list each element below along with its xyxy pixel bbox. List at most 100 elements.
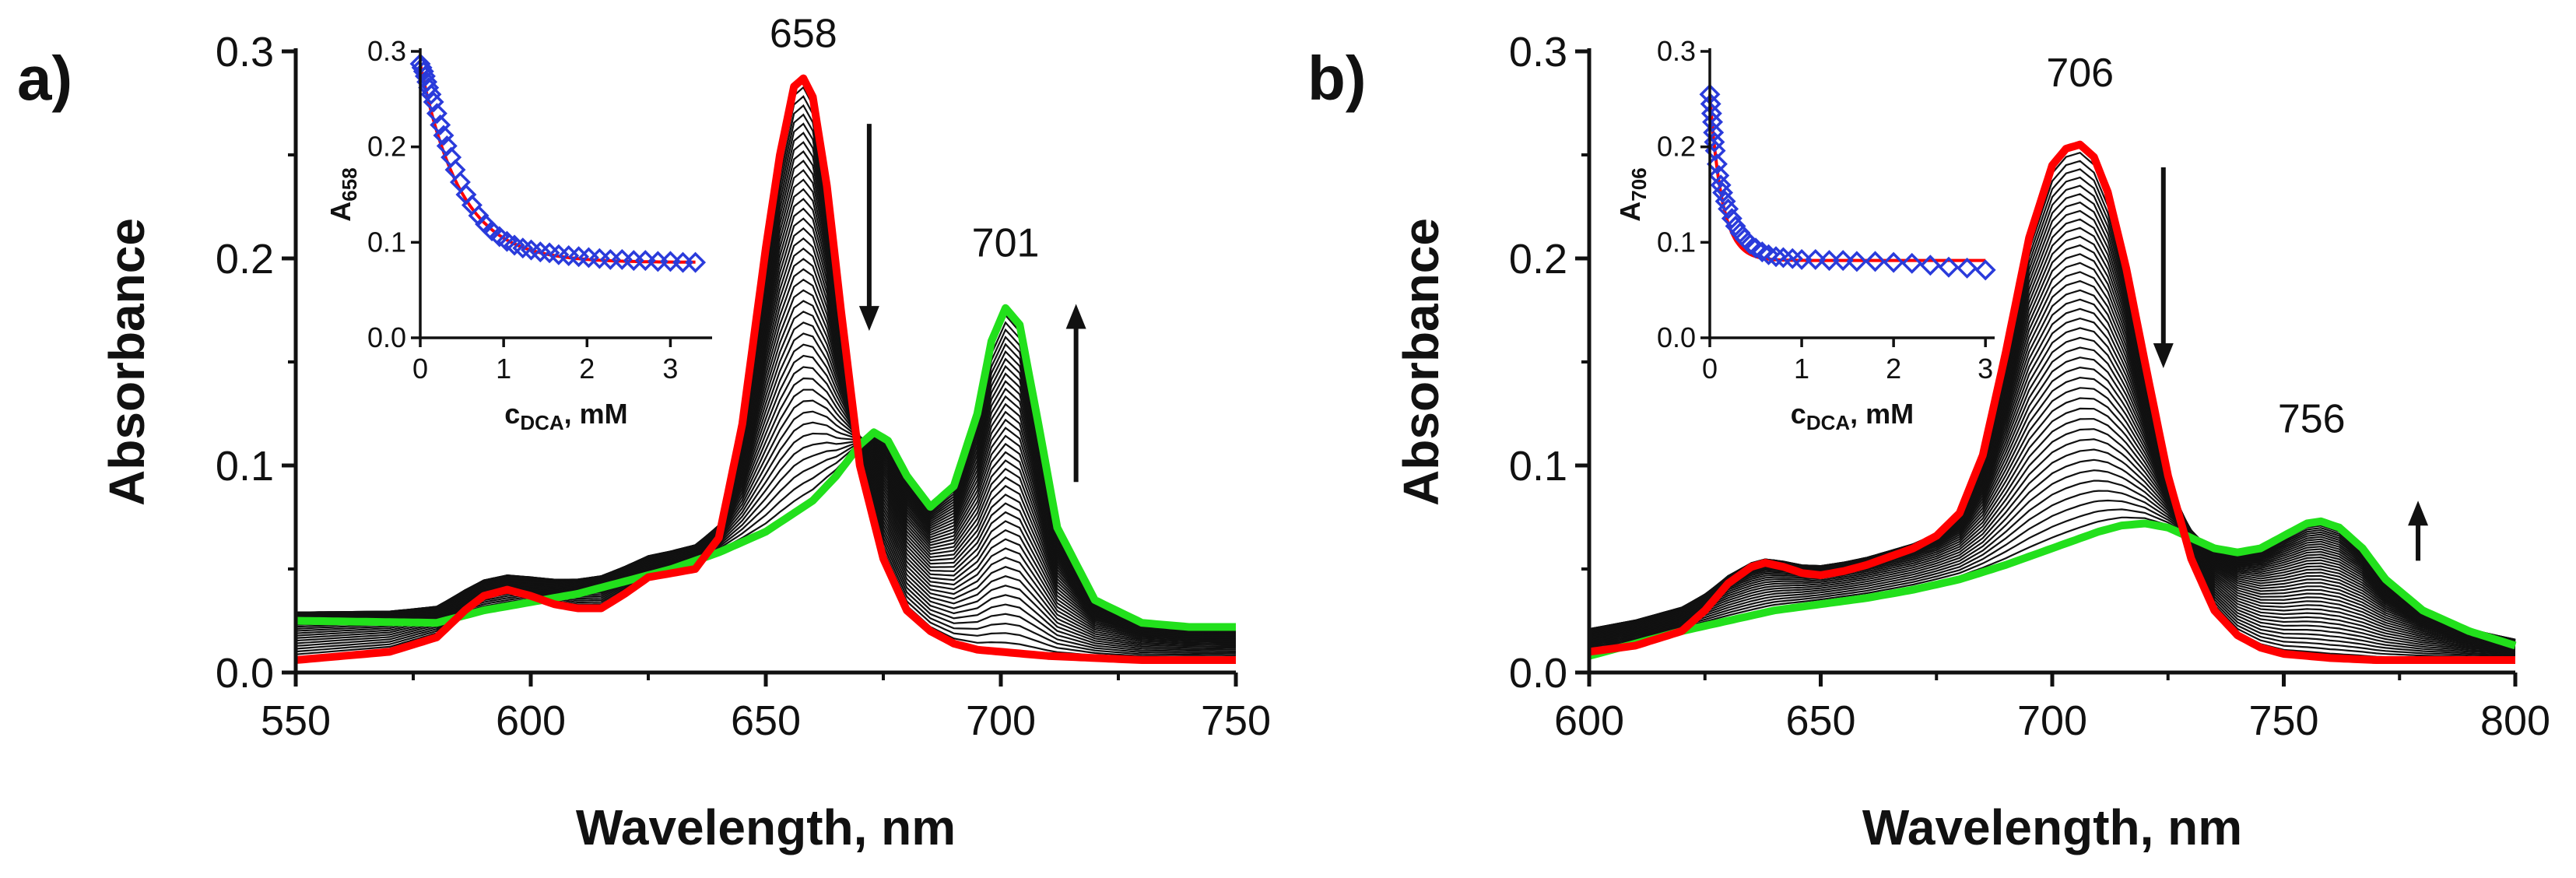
inset-x-tick-label: 0 [1702,353,1718,385]
x-tick-label: 650 [1785,697,1855,744]
inset-data-point [685,251,707,273]
y-tick-label: 0.2 [216,236,274,283]
inset-data-point [412,61,434,83]
peak-label: 701 [972,220,1040,265]
inset-y-tick-label: 0.3 [1657,35,1696,67]
inset-data-point [411,57,433,79]
inset-y-tick-label: 0.2 [367,131,406,163]
y-tick-label: 0.3 [1509,29,1567,76]
inset-y-tick-label: 0.1 [367,226,406,258]
x-tick-label: 750 [1201,697,1271,744]
intermediate-spectrum [1588,479,2516,648]
inset-x-tick-label: 1 [496,353,511,385]
initial-spectrum [1588,140,2515,664]
arrow-down-icon [2153,167,2174,368]
inset-data-point [1700,103,1722,125]
inset-x-axis-title: cDCA, mM [504,398,627,434]
inset-data-point [1725,216,1746,237]
inset-data-point [433,125,454,146]
inset-data-point [659,251,681,272]
inset-data-point [1865,251,1886,272]
inset-data-point [1957,257,1978,279]
inset-data-point [1805,248,1827,270]
inset-x-tick-label: 1 [1794,353,1809,385]
arrow-up-icon [1065,304,1086,483]
inset-data-point [1901,252,1923,274]
inset-data-point [1791,248,1813,270]
inset-data-points [1699,83,1996,281]
y-tick-label: 0.0 [216,650,274,697]
x-tick-label: 700 [966,697,1036,744]
inset-data-point [1819,250,1840,272]
x-axis-title: Wavelength, nm [576,799,956,855]
peak-label: 756 [2278,396,2346,441]
inset-y-axis-title: A658 [325,167,361,221]
inset-data-points [409,53,707,273]
panel-a: a) 0.0 0.1 0.2 0.3 550 600 650 700 750 Wavelength,… [17,12,1271,855]
y-tick-label: 0.3 [216,29,274,76]
inset-x-tick-label: 2 [1886,353,1901,385]
inset-data-point [1919,255,1941,276]
inset-x-tick-label: 3 [662,353,678,385]
inset-data-point [418,77,440,99]
y-tick-label: 0.1 [216,443,274,490]
inset-data-point [1832,250,1854,272]
inset-x-tick-label: 3 [1978,353,1993,385]
inset-data-point [1765,246,1787,268]
x-tick-label: 650 [731,697,801,744]
inset-y-tick-label: 0.0 [1657,321,1696,353]
x-tick-label: 750 [2248,697,2318,744]
x-tick-label: 800 [2480,697,2550,744]
intermediate-spectrum [1588,366,2516,641]
inset-data-point [1974,259,1996,281]
inset-y-tick-label: 0.2 [1657,131,1696,163]
inset-data-point [1706,153,1728,175]
inset-data-point [1751,241,1773,263]
y-tick-label: 0.1 [1509,443,1567,490]
final-spectrum [1588,517,2517,660]
panel-label: a) [17,44,72,113]
arrow-up-icon [2408,500,2429,561]
inset-data-point [426,103,447,125]
inset-plot: 0.0 0.1 0.2 0.3 0 1 2 3 cDCA, mM A658 [325,35,712,434]
inset-data-point [1883,251,1904,273]
y-tick-label: 0.2 [1509,236,1567,283]
intermediate-spectrum [1588,397,2516,641]
inset-plot: 0.0 0.1 0.2 0.3 0 1 2 3 cDCA, mM A706 [1614,35,1996,434]
inset-data-point [634,250,656,272]
inset-data-point [1718,198,1739,220]
intermediate-spectrum [1588,418,2516,641]
inset-y-tick-label: 0.0 [367,321,406,353]
panel-b: b) 0.0 0.1 0.2 0.3 600 650 700 750 800 Wavelength,… [1307,29,2550,855]
y-axis-title: Absorbance [1393,218,1449,506]
inset-x-tick-label: 2 [579,353,595,385]
inset-data-point [420,83,442,105]
inset-y-tick-label: 0.1 [1657,226,1696,258]
inset-data-point [1721,208,1742,230]
x-tick-label: 600 [1554,697,1624,744]
x-tick-label: 700 [2017,697,2087,744]
intermediate-spectrum [1588,407,2516,641]
arrow-down-icon [858,124,879,332]
intermediate-spectrum [1588,458,2516,644]
y-tick-label: 0.0 [1509,650,1567,697]
inset-y-tick-label: 0.3 [367,35,406,67]
x-axis-title: Wavelength, nm [1862,799,2242,855]
intermediate-spectrum [1588,438,2516,642]
intermediate-spectrum [1588,376,2516,641]
inset-data-point [1708,164,1730,186]
inset-y-axis-title: A706 [1614,167,1651,221]
intermediate-spectrum [1588,387,2516,641]
intermediate-spectrum [1588,448,2516,642]
x-tick-label: 600 [496,697,566,744]
intermediate-spectrum [1588,428,2516,641]
x-tick-label: 550 [261,697,331,744]
inset-data-point [1712,182,1734,204]
inset-data-point [1703,121,1725,143]
inset-data-point [1938,256,1960,278]
inset-data-point [1702,111,1724,133]
inset-x-tick-label: 0 [412,353,428,385]
inset-data-point [1714,191,1736,212]
inset-data-point [1710,174,1732,196]
